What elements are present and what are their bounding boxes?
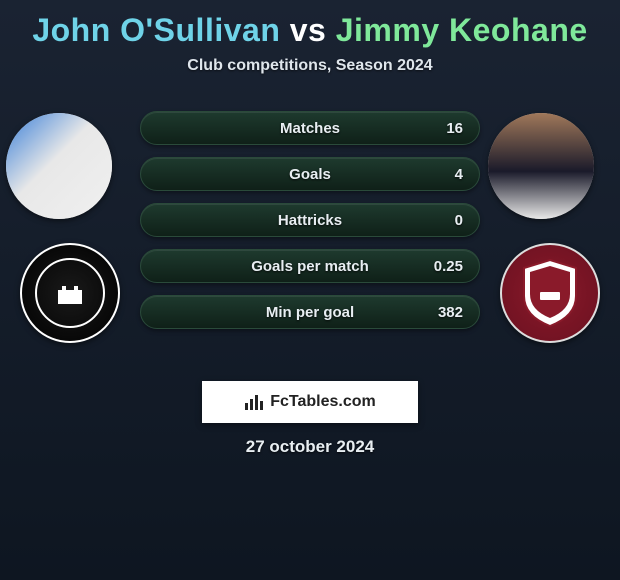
stat-row: Goals 4 bbox=[140, 157, 480, 191]
subtitle: Club competitions, Season 2024 bbox=[0, 57, 620, 75]
stat-label: Goals bbox=[289, 166, 331, 183]
player2-name: Jimmy Keohane bbox=[336, 12, 588, 48]
club-badge-inner bbox=[35, 258, 105, 328]
player1-avatar bbox=[6, 113, 112, 219]
stat-label: Matches bbox=[280, 120, 340, 137]
stat-value: 4 bbox=[455, 166, 463, 183]
stat-value: 0 bbox=[455, 212, 463, 229]
stat-label: Hattricks bbox=[278, 212, 342, 229]
player2-avatar bbox=[488, 113, 594, 219]
stats-bars: Matches 16 Goals 4 Hattricks 0 Goals per… bbox=[140, 111, 480, 341]
brand-badge: FcTables.com bbox=[202, 381, 418, 423]
player1-name: John O'Sullivan bbox=[32, 12, 280, 48]
stat-row: Hattricks 0 bbox=[140, 203, 480, 237]
vs-text: vs bbox=[290, 12, 327, 48]
stat-row: Min per goal 382 bbox=[140, 295, 480, 329]
player1-avatar-image bbox=[6, 113, 112, 219]
page-title: John O'Sullivan vs Jimmy Keohane bbox=[0, 0, 620, 49]
brand-text: FcTables.com bbox=[270, 393, 376, 411]
stat-row: Matches 16 bbox=[140, 111, 480, 145]
bar-chart-icon bbox=[244, 393, 264, 411]
date-text: 27 october 2024 bbox=[0, 437, 620, 457]
player1-club-badge bbox=[20, 243, 120, 343]
comparison-panel: Matches 16 Goals 4 Hattricks 0 Goals per… bbox=[0, 103, 620, 363]
stat-label: Goals per match bbox=[251, 258, 369, 275]
shield-icon bbox=[520, 258, 580, 328]
stat-value: 0.25 bbox=[434, 258, 463, 275]
stat-value: 382 bbox=[438, 304, 463, 321]
castle-icon bbox=[56, 282, 84, 304]
player2-avatar-image bbox=[488, 113, 594, 219]
stat-value: 16 bbox=[446, 120, 463, 137]
player2-club-badge bbox=[500, 243, 600, 343]
stat-label: Min per goal bbox=[266, 304, 354, 321]
stat-row: Goals per match 0.25 bbox=[140, 249, 480, 283]
